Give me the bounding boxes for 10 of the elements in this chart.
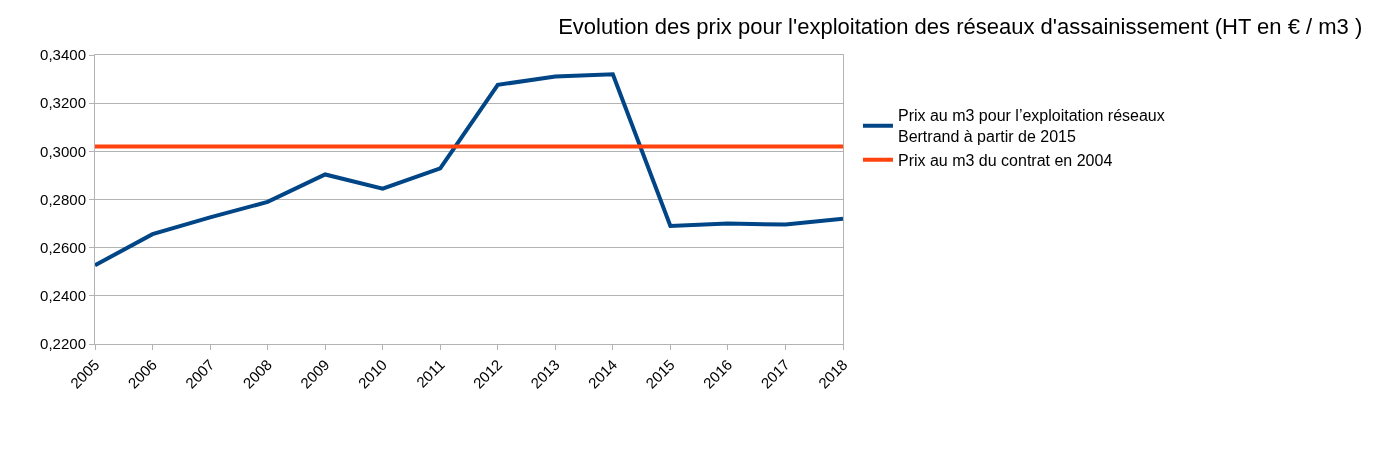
legend-label: Prix au m3 du contrat en 2004 [897,152,1113,170]
y-tick-label: 0,2400 [40,287,86,305]
y-tick-label: 0,3000 [40,142,86,160]
y-tick-label: 0,3400 [40,46,86,64]
y-tick-label: 0,3200 [40,94,86,112]
y-tick-label: 0,2200 [40,335,86,353]
y-tick-label: 0,2800 [40,190,86,208]
y-tick-label: 0,2600 [40,238,86,256]
text: Evolution des prix pour l'exploitation des réseaux d'assainissement (HT en € / m3 ) [558,13,1363,39]
legend-label: Prix au m3 pour l’exploitation réseaux Bertrand à partir de 2015 [897,107,1165,146]
